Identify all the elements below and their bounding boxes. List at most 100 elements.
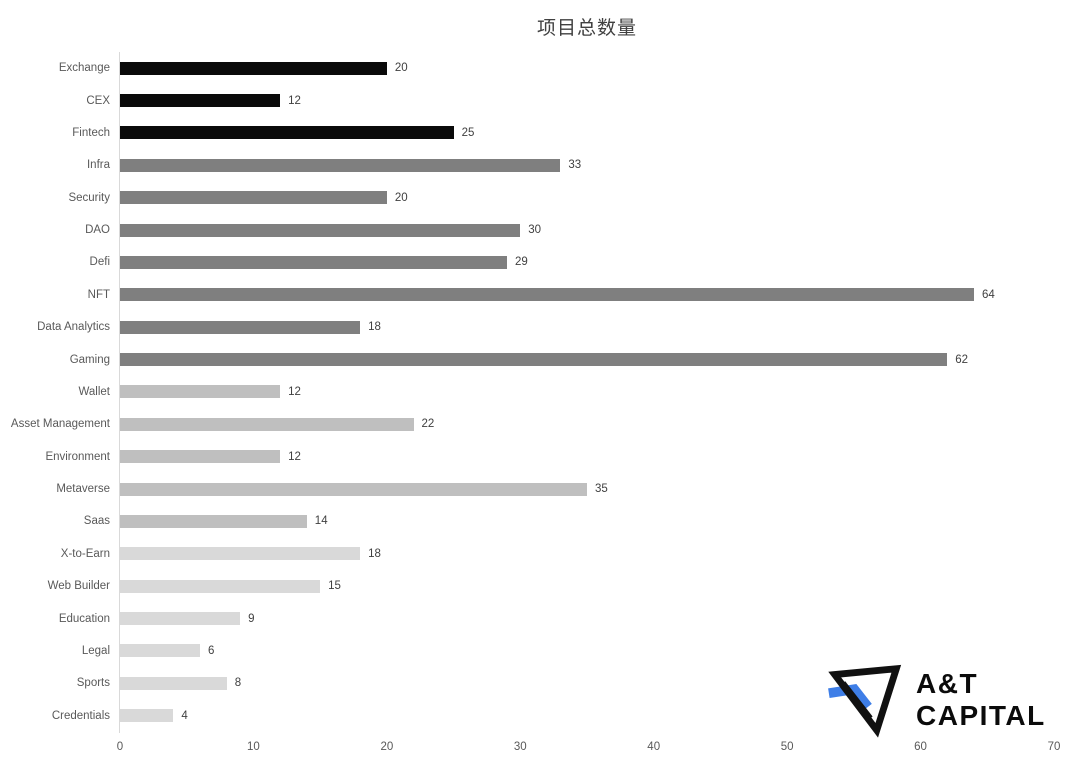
bar-track: 20 bbox=[120, 191, 1054, 205]
bar-track: 20 bbox=[120, 61, 1054, 75]
bar-track: 62 bbox=[120, 353, 1054, 367]
category-label: CEX bbox=[86, 94, 110, 107]
bar bbox=[120, 417, 414, 431]
category-label: Security bbox=[68, 191, 110, 204]
value-label: 29 bbox=[514, 256, 528, 269]
value-label: 18 bbox=[368, 321, 381, 334]
bar-track: 8 bbox=[120, 676, 1054, 690]
bar-track: 12 bbox=[120, 94, 1054, 108]
bar-track: 64 bbox=[120, 288, 1054, 302]
value-label: 20 bbox=[394, 62, 408, 75]
bar-track: 25 bbox=[120, 126, 1054, 140]
bar-track: 35 bbox=[120, 482, 1054, 496]
bar bbox=[120, 158, 561, 172]
category-label: Wallet bbox=[78, 385, 110, 398]
bar-track: 22 bbox=[120, 417, 1054, 431]
bar bbox=[120, 320, 361, 334]
value-label: 64 bbox=[981, 288, 995, 301]
value-label: 12 bbox=[288, 94, 301, 107]
value-label: 15 bbox=[328, 580, 341, 593]
bar-row: Asset Management 22 bbox=[0, 408, 1080, 440]
value-label: 30 bbox=[528, 224, 542, 237]
category-label: Legal bbox=[81, 644, 110, 657]
bar-rows: Exchange 20 CEX 12 Fintech 25 Infra 33 Security 2… bbox=[0, 52, 1080, 732]
value-label: 25 bbox=[461, 126, 475, 139]
bar-row: Saas 14 bbox=[0, 505, 1080, 537]
bar-row: Defi 29 bbox=[0, 246, 1080, 278]
bar-track: 18 bbox=[120, 320, 1054, 334]
bar bbox=[120, 547, 361, 561]
bar-row: Infra 33 bbox=[0, 149, 1080, 181]
category-label: Fintech bbox=[72, 126, 110, 139]
bar-track: 4 bbox=[120, 709, 1054, 723]
bar-track: 29 bbox=[120, 255, 1054, 269]
bar-track: 18 bbox=[120, 547, 1054, 561]
bar-track: 15 bbox=[120, 579, 1054, 593]
category-label: Environment bbox=[45, 450, 110, 463]
bar bbox=[120, 255, 507, 269]
value-label: 8 bbox=[234, 677, 242, 690]
value-label: 62 bbox=[955, 353, 969, 366]
x-tick-label: 30 bbox=[513, 741, 527, 753]
x-tick-label: 0 bbox=[116, 741, 124, 753]
x-tick-label: 20 bbox=[380, 741, 394, 753]
bar-row: Wallet 12 bbox=[0, 376, 1080, 408]
value-label: 22 bbox=[421, 418, 435, 431]
value-label: 20 bbox=[394, 191, 408, 204]
category-label: DAO bbox=[85, 224, 110, 237]
x-tick-label: 40 bbox=[647, 741, 661, 753]
bar-row: Credentials 4 bbox=[0, 700, 1080, 732]
y-axis-line bbox=[119, 52, 120, 733]
bar bbox=[120, 126, 454, 140]
category-label: Web Builder bbox=[47, 580, 110, 593]
bar-row: X-to-Earn 18 bbox=[0, 538, 1080, 570]
category-label: Data Analytics bbox=[37, 321, 110, 334]
bar bbox=[120, 353, 948, 367]
bar-row: Legal 6 bbox=[0, 635, 1080, 667]
value-label: 9 bbox=[248, 612, 255, 625]
bar bbox=[120, 223, 521, 237]
bar bbox=[120, 191, 387, 205]
bar-row: NFT 64 bbox=[0, 279, 1080, 311]
bar-row: Sports 8 bbox=[0, 667, 1080, 699]
x-tick-label: 60 bbox=[914, 741, 927, 753]
logo-line2: CAPITAL bbox=[916, 700, 1046, 731]
value-label: 6 bbox=[208, 644, 215, 657]
bar-row: CEX 12 bbox=[0, 84, 1080, 116]
category-label: Sports bbox=[76, 677, 110, 690]
bar-row: Gaming 62 bbox=[0, 343, 1080, 375]
x-tick-label: 10 bbox=[247, 741, 260, 753]
bar bbox=[120, 61, 387, 75]
value-label: 18 bbox=[368, 547, 381, 560]
bar-row: Security 20 bbox=[0, 182, 1080, 214]
category-label: Saas bbox=[83, 515, 110, 528]
bar-row: DAO 30 bbox=[0, 214, 1080, 246]
category-label: NFT bbox=[87, 288, 110, 301]
bar-track: 30 bbox=[120, 223, 1054, 237]
bar-row: Web Builder 15 bbox=[0, 570, 1080, 602]
bar bbox=[120, 644, 201, 658]
bar-row: Metaverse 35 bbox=[0, 473, 1080, 505]
value-label: 35 bbox=[595, 483, 608, 496]
value-label: 33 bbox=[568, 159, 582, 172]
category-label: Exchange bbox=[58, 62, 110, 75]
bar bbox=[120, 482, 587, 496]
chart-title: 项目总数量 bbox=[536, 18, 637, 39]
bar bbox=[120, 676, 227, 690]
value-label: 12 bbox=[288, 450, 301, 463]
category-label: Infra bbox=[86, 159, 110, 172]
value-label: 4 bbox=[181, 709, 188, 722]
category-label: Metaverse bbox=[56, 483, 110, 496]
triangle-logo-icon bbox=[828, 664, 902, 738]
logo-line1: A&T bbox=[916, 668, 979, 699]
bar-track: 33 bbox=[120, 158, 1054, 172]
bar-row: Data Analytics 18 bbox=[0, 311, 1080, 343]
value-label: 14 bbox=[314, 515, 328, 528]
bar bbox=[120, 94, 281, 108]
bar-row: Fintech 25 bbox=[0, 117, 1080, 149]
category-label: X-to-Earn bbox=[60, 547, 110, 560]
x-tick-label: 50 bbox=[780, 741, 794, 753]
bar bbox=[120, 579, 321, 593]
bar-row: Environment 12 bbox=[0, 441, 1080, 473]
bar bbox=[120, 385, 281, 399]
